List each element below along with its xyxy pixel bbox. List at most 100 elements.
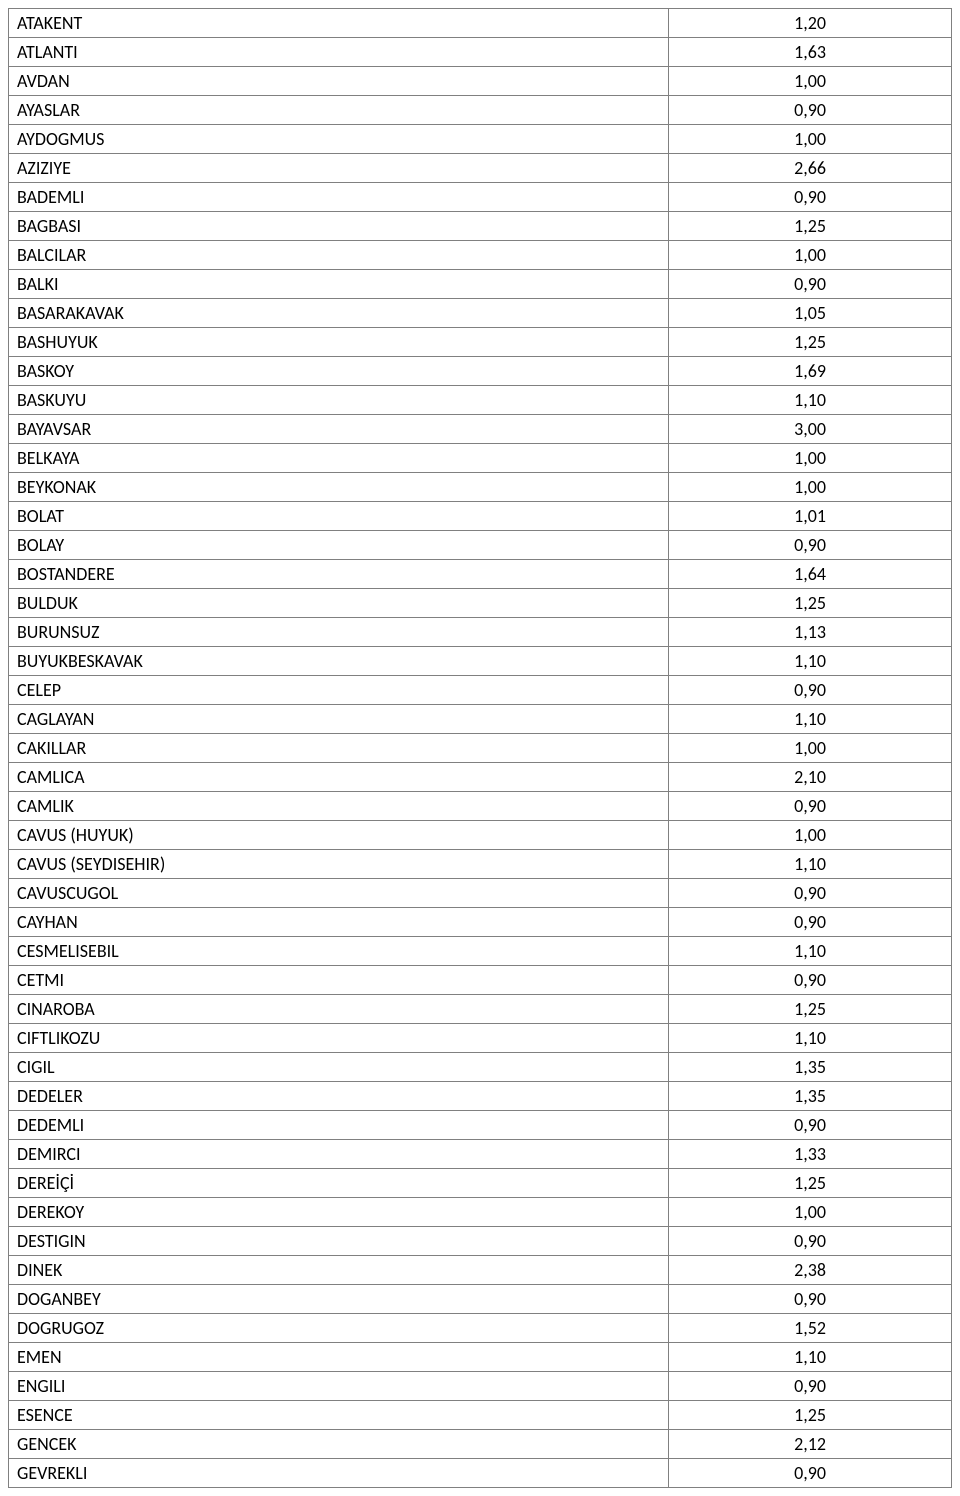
- cell-name: BALCILAR: [9, 241, 669, 270]
- cell-value: 1,00: [669, 473, 952, 502]
- cell-name: DINEK: [9, 1256, 669, 1285]
- cell-value: 1,35: [669, 1053, 952, 1082]
- cell-value: 0,90: [669, 1285, 952, 1314]
- cell-name: BALKI: [9, 270, 669, 299]
- cell-name: AYASLAR: [9, 96, 669, 125]
- table-row: AZIZIYE2,66: [9, 154, 952, 183]
- cell-name: BUYUKBESKAVAK: [9, 647, 669, 676]
- table-row: CAMLICA2,10: [9, 763, 952, 792]
- cell-value: 1,00: [669, 1198, 952, 1227]
- cell-name: BOLAT: [9, 502, 669, 531]
- cell-name: BASHUYUK: [9, 328, 669, 357]
- table-row: CAGLAYAN1,10: [9, 705, 952, 734]
- cell-value: 2,12: [669, 1430, 952, 1459]
- cell-value: 0,90: [669, 183, 952, 212]
- cell-name: CAVUS (HUYUK): [9, 821, 669, 850]
- table-row: ATLANTI1,63: [9, 38, 952, 67]
- table-row: GENCEK2,12: [9, 1430, 952, 1459]
- cell-name: BOLAY: [9, 531, 669, 560]
- table-row: DEDELER1,35: [9, 1082, 952, 1111]
- cell-name: CELEP: [9, 676, 669, 705]
- cell-name: CINAROBA: [9, 995, 669, 1024]
- cell-value: 1,25: [669, 995, 952, 1024]
- cell-value: 2,66: [669, 154, 952, 183]
- table-row: GEVREKLI0,90: [9, 1459, 952, 1488]
- table-row: CAKILLAR1,00: [9, 734, 952, 763]
- cell-name: EMEN: [9, 1343, 669, 1372]
- cell-value: 1,25: [669, 1401, 952, 1430]
- cell-value: 0,90: [669, 1111, 952, 1140]
- table-row: DOGANBEY0,90: [9, 1285, 952, 1314]
- table-row: CESMELISEBIL1,10: [9, 937, 952, 966]
- cell-value: 0,90: [669, 1227, 952, 1256]
- cell-name: AYDOGMUS: [9, 125, 669, 154]
- cell-value: 1,00: [669, 734, 952, 763]
- cell-value: 1,00: [669, 67, 952, 96]
- table-row: DEREİÇİ1,25: [9, 1169, 952, 1198]
- cell-value: 0,90: [669, 792, 952, 821]
- table-row: BASARAKAVAK1,05: [9, 299, 952, 328]
- cell-name: BURUNSUZ: [9, 618, 669, 647]
- table-row: ESENCE1,25: [9, 1401, 952, 1430]
- cell-value: 0,90: [669, 879, 952, 908]
- cell-value: 0,90: [669, 96, 952, 125]
- table-row: CELEP0,90: [9, 676, 952, 705]
- cell-value: 0,90: [669, 1459, 952, 1488]
- cell-value: 2,38: [669, 1256, 952, 1285]
- cell-value: 1,25: [669, 589, 952, 618]
- table-row: BAYAVSAR3,00: [9, 415, 952, 444]
- cell-name: BEYKONAK: [9, 473, 669, 502]
- table-row: DESTIGIN0,90: [9, 1227, 952, 1256]
- cell-value: 1,00: [669, 444, 952, 473]
- table-row: BASKUYU1,10: [9, 386, 952, 415]
- table-row: BURUNSUZ1,13: [9, 618, 952, 647]
- cell-name: CAYHAN: [9, 908, 669, 937]
- cell-value: 1,10: [669, 1343, 952, 1372]
- cell-name: DOGRUGOZ: [9, 1314, 669, 1343]
- table-row: EMEN1,10: [9, 1343, 952, 1372]
- cell-value: 1,52: [669, 1314, 952, 1343]
- table-row: BUYUKBESKAVAK1,10: [9, 647, 952, 676]
- cell-name: ATAKENT: [9, 9, 669, 38]
- table-row: ATAKENT1,20: [9, 9, 952, 38]
- cell-value: 1,10: [669, 1024, 952, 1053]
- cell-value: 0,90: [669, 966, 952, 995]
- table-row: AYASLAR0,90: [9, 96, 952, 125]
- table-row: CAVUSCUGOL0,90: [9, 879, 952, 908]
- table-row: CAVUS (SEYDISEHIR)1,10: [9, 850, 952, 879]
- cell-value: 1,25: [669, 328, 952, 357]
- cell-value: 1,63: [669, 38, 952, 67]
- cell-value: 1,35: [669, 1082, 952, 1111]
- table-row: BALCILAR1,00: [9, 241, 952, 270]
- table-row: CETMI0,90: [9, 966, 952, 995]
- cell-name: CAVUS (SEYDISEHIR): [9, 850, 669, 879]
- table-row: BOSTANDERE1,64: [9, 560, 952, 589]
- cell-value: 1,20: [669, 9, 952, 38]
- cell-name: DEMIRCI: [9, 1140, 669, 1169]
- cell-value: 1,69: [669, 357, 952, 386]
- cell-name: AVDAN: [9, 67, 669, 96]
- cell-value: 1,10: [669, 937, 952, 966]
- cell-value: 1,10: [669, 386, 952, 415]
- cell-name: BULDUK: [9, 589, 669, 618]
- cell-value: 1,00: [669, 241, 952, 270]
- table-row: DEMIRCI1,33: [9, 1140, 952, 1169]
- cell-value: 3,00: [669, 415, 952, 444]
- cell-value: 1,13: [669, 618, 952, 647]
- cell-value: 1,10: [669, 647, 952, 676]
- cell-name: ENGILI: [9, 1372, 669, 1401]
- cell-value: 0,90: [669, 270, 952, 299]
- table-row: BOLAT1,01: [9, 502, 952, 531]
- cell-name: CAVUSCUGOL: [9, 879, 669, 908]
- table-row: BASKOY1,69: [9, 357, 952, 386]
- cell-value: 1,25: [669, 1169, 952, 1198]
- cell-value: 0,90: [669, 908, 952, 937]
- cell-name: DESTIGIN: [9, 1227, 669, 1256]
- cell-value: 1,10: [669, 850, 952, 879]
- table-row: CIFTLIKOZU1,10: [9, 1024, 952, 1053]
- table-row: BEYKONAK1,00: [9, 473, 952, 502]
- table-row: CIGIL1,35: [9, 1053, 952, 1082]
- cell-value: 1,00: [669, 821, 952, 850]
- cell-value: 1,10: [669, 705, 952, 734]
- cell-name: CIFTLIKOZU: [9, 1024, 669, 1053]
